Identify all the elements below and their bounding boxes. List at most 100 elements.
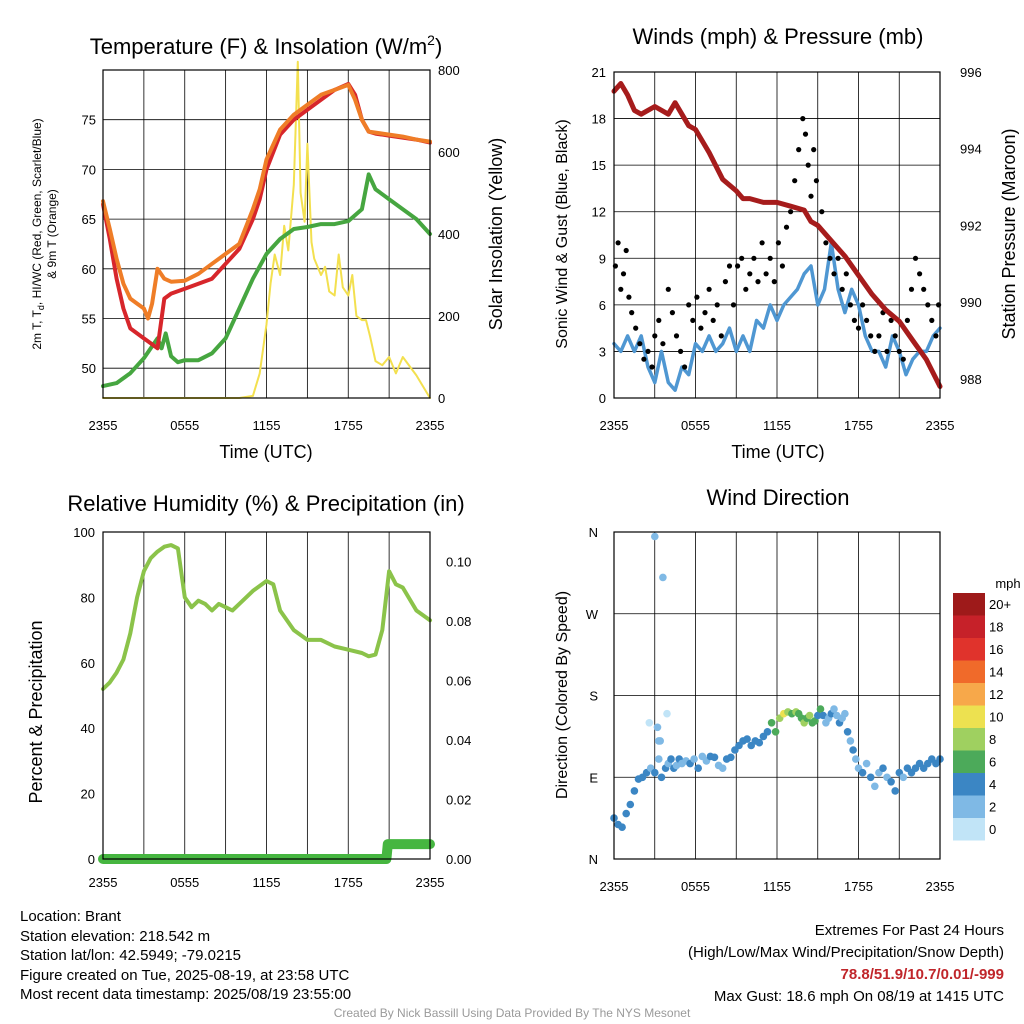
gust-point (751, 255, 757, 261)
gust-point (802, 131, 809, 137)
dir-y-axis-label: Direction (Colored By Speed) (554, 591, 571, 799)
speed-legend-swatch (953, 795, 985, 818)
latlon-text: Station lat/lon: 42.5949; -79.0215 (20, 947, 242, 964)
sonic-wind-line (612, 241, 942, 392)
gust-point (669, 310, 676, 316)
gust-point (690, 317, 696, 323)
gust-point (626, 294, 632, 300)
temp-series-line (101, 82, 432, 321)
temp-x-tick-label: 2355 (89, 418, 118, 433)
gust-point (904, 317, 911, 323)
dir-x-tick-label: 2355 (600, 879, 629, 894)
speed-legend-title: mph (995, 576, 1020, 591)
wind-direction-point (899, 773, 908, 782)
wind-panel-title: Winds (mph) & Pressure (mb) (633, 24, 924, 49)
gust-point (792, 178, 798, 184)
rh-frame (102, 531, 431, 860)
gust-point (718, 333, 724, 339)
wind-direction-point (659, 573, 667, 582)
gust-point (831, 271, 837, 277)
rh-x-tick-label: 2355 (89, 875, 118, 890)
temp-y-tick-label: 65 (82, 212, 96, 227)
elevation-text: Station elevation: 218.542 m (20, 927, 211, 945)
wind-direction-point (626, 800, 635, 809)
gust-point (633, 325, 639, 331)
wind-direction-point (694, 764, 702, 772)
gust-point (735, 263, 741, 269)
wind-direction-point (651, 532, 659, 541)
dir-y-tick-label: W (586, 607, 599, 622)
pressure-y-tick-label: 990 (960, 295, 982, 310)
credit-line: Created By Nick Bassill Using Data Provi… (333, 1006, 691, 1020)
wind-direction-point (887, 778, 895, 786)
speed-legend-swatch (953, 638, 985, 661)
gust-point (800, 116, 806, 122)
gust-point (678, 348, 684, 354)
gust-point (743, 286, 749, 292)
temp-y-axis-label-line2: & 9m T (Orange) (45, 189, 59, 279)
gust-point (783, 224, 790, 230)
wind-direction-point (690, 755, 698, 763)
wind-direction-point (871, 782, 879, 791)
temp-x-axis-label: Time (UTC) (219, 442, 312, 462)
speed-legend-swatch (953, 728, 985, 751)
temp-x-tick-label: 2355 (416, 418, 445, 433)
speed-legend-swatch (953, 593, 985, 616)
gust-point (665, 286, 671, 292)
gust-point (823, 240, 829, 246)
solar-y-tick-label: 400 (438, 227, 460, 242)
speed-legend-label: 14 (989, 665, 1003, 680)
wind-direction-point (710, 753, 719, 762)
speed-legend-label: 20+ (989, 597, 1011, 612)
dir-x-tick-label: 0555 (681, 879, 710, 894)
gust-point (843, 271, 849, 277)
wind-direction-point (755, 738, 764, 747)
solar-insolation-line (102, 60, 431, 399)
rh-y-tick-label: 20 (81, 787, 95, 802)
gust-point (872, 348, 878, 354)
gust-point (925, 302, 931, 308)
gust-point (755, 279, 761, 285)
gust-point (649, 364, 655, 370)
gust-point (839, 286, 845, 292)
gust-point (618, 286, 624, 292)
pressure-y-tick-label: 992 (960, 218, 982, 233)
station-pressure-line (611, 81, 943, 389)
gust-point (933, 333, 939, 339)
gust-point (855, 325, 862, 331)
wind-direction-point (630, 787, 639, 795)
wind-x-tick-label: 1155 (763, 418, 791, 433)
precip-y-tick-label: 0.10 (446, 555, 471, 570)
dir-x-tick-label: 1755 (844, 879, 873, 894)
wind-direction-point (767, 719, 776, 727)
gust-point (660, 341, 666, 347)
station-info: Location: Brant Station elevation: 218.5… (20, 907, 351, 1005)
gust-point (929, 317, 935, 323)
wind-y-tick-label: 3 (599, 344, 606, 359)
rh-x-tick-label: 2355 (416, 875, 445, 890)
wind-direction-point (841, 709, 849, 718)
gust-point (771, 279, 777, 285)
gust-point (908, 286, 915, 292)
precip-y-tick-label: 0.08 (446, 614, 471, 629)
gust-point (698, 325, 704, 331)
temp-title-sup: 2 (427, 32, 435, 48)
wind-direction-point (622, 809, 630, 818)
speed-legend-swatch (953, 773, 985, 796)
gust-point (851, 317, 858, 323)
temp-title-text: Temperature (F) & Insolation (W/m (90, 34, 427, 59)
temp-y-tick-label: 70 (82, 162, 96, 177)
rh-y-tick-label: 80 (81, 590, 95, 605)
precip-y-tick-label: 0.06 (446, 674, 471, 689)
precip-y-tick-label: 0.00 (446, 852, 471, 867)
solar-y-axis-label: Solar Insolation (Yellow) (486, 138, 506, 330)
speed-legend-label: 2 (989, 800, 996, 815)
gust-point (788, 209, 794, 215)
gust-point (652, 333, 658, 339)
temp-y-tick-label: 55 (82, 311, 96, 326)
dir-y-tick-label: N (589, 852, 598, 867)
pressure-y-tick-label: 994 (960, 142, 982, 157)
wind-direction-point (891, 787, 899, 795)
wind-direction-point (771, 728, 780, 736)
wind-direction-point (653, 723, 662, 732)
